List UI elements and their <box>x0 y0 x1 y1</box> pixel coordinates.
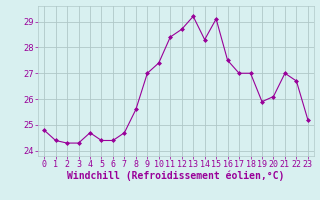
X-axis label: Windchill (Refroidissement éolien,°C): Windchill (Refroidissement éolien,°C) <box>67 171 285 181</box>
